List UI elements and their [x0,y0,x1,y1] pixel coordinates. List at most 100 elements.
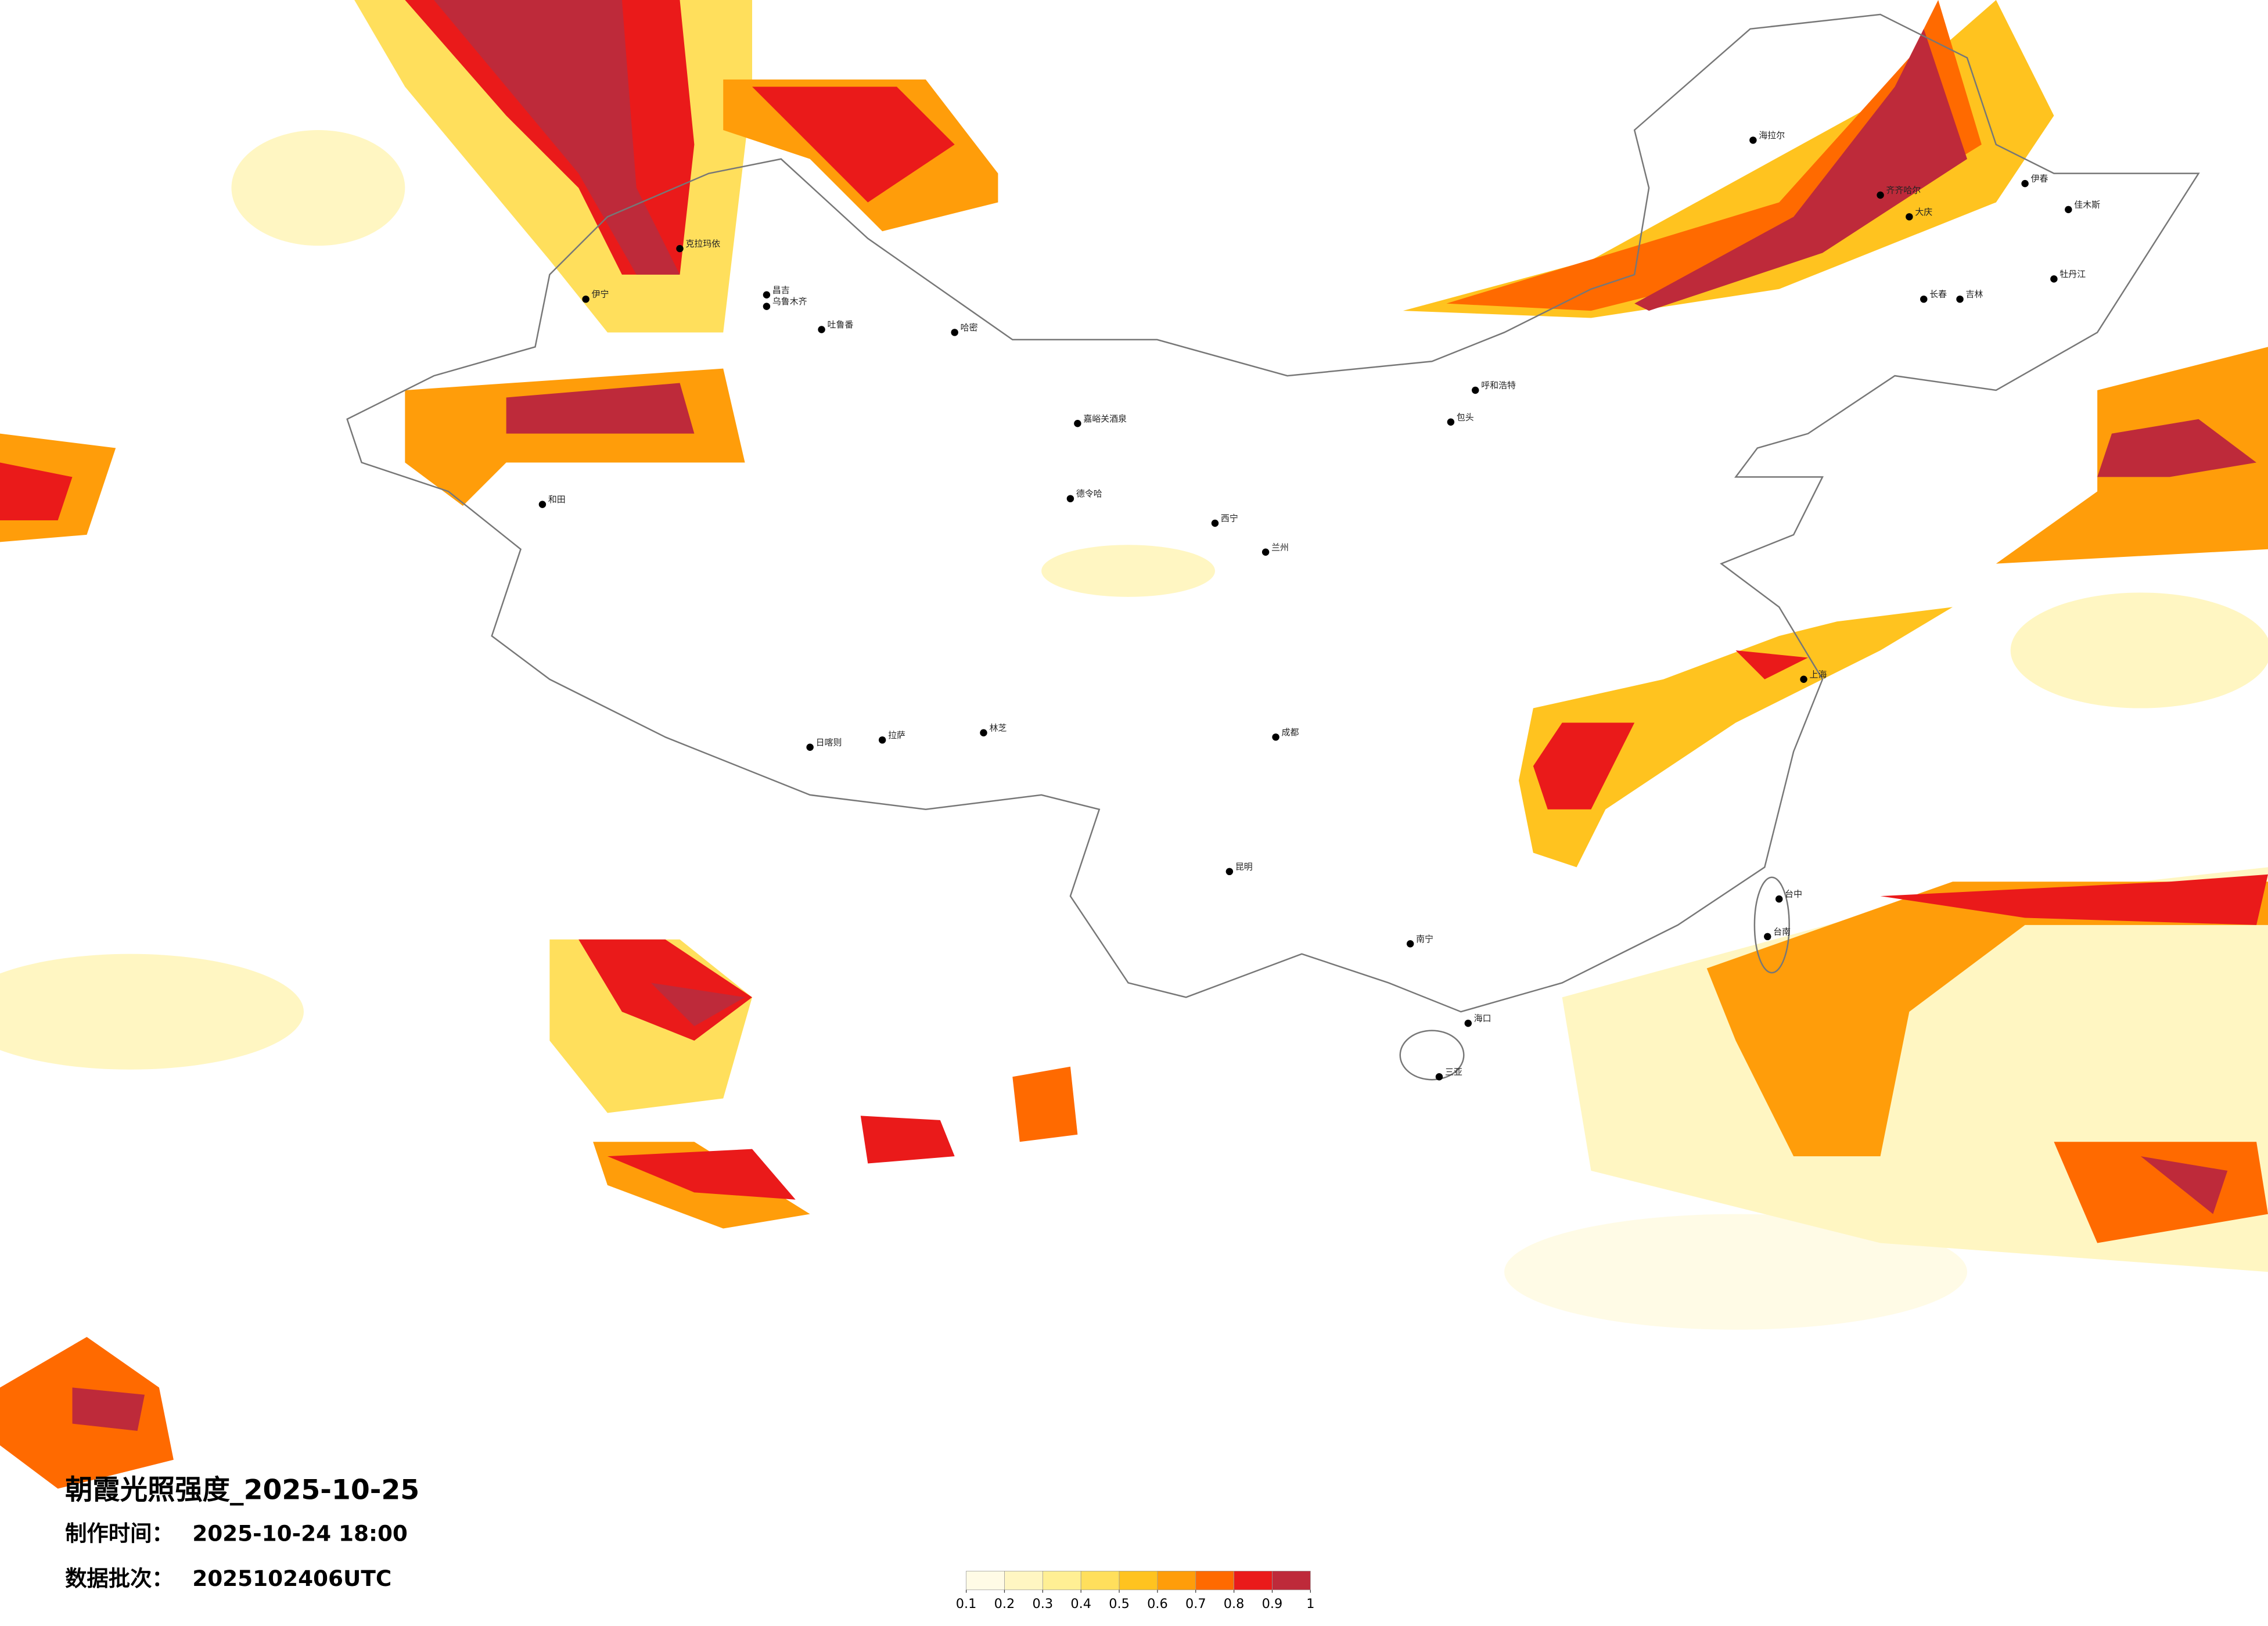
city-marker [1464,1019,1472,1027]
city-label: 长春 [1929,289,1947,300]
colorbar-cell [1119,1571,1158,1591]
city-label: 海拉尔 [1759,130,1785,141]
city-label: 嘉峪关酒泉 [1083,413,1127,424]
city-marker [1406,940,1414,948]
city-marker [582,295,590,303]
city-label: 三亚 [1445,1067,1462,1077]
colorbar-tick-label: 0.8 [1224,1596,1245,1611]
colorbar-tick-label: 0.4 [1070,1596,1091,1611]
city-label: 齐齐哈尔 [1886,185,1921,196]
city-marker [2065,206,2072,214]
intensity-area [650,983,745,1027]
city-label: 呼和浩特 [1481,380,1516,391]
city-label: 昌吉 [772,285,790,295]
city-label: 德令哈 [1076,488,1102,499]
city-marker [1211,519,1219,527]
intensity-area [72,1387,145,1431]
city-marker [2050,275,2058,283]
colorbar-cell [1234,1571,1273,1591]
city-marker [1800,675,1807,683]
city-label: 伊宁 [592,289,609,300]
city-label: 和田 [548,494,566,505]
country-outline [346,13,2200,1013]
intensity-area [860,1116,955,1164]
colorbar-tick-label: 0.3 [1033,1596,1054,1611]
colorbar-cell [1272,1571,1311,1591]
city-marker [1447,418,1455,426]
city-label: 大庆 [1915,207,1932,217]
city-label: 海口 [1474,1013,1491,1024]
intensity-area [2140,1156,2228,1214]
intensity-layers [0,0,2268,1489]
city-marker [1749,136,1757,144]
colorbar-tick-label: 1 [1306,1596,1314,1611]
city-marker [763,291,771,298]
intensity-area [506,383,695,434]
intensity-area [1706,882,2268,1157]
city-marker [676,244,684,253]
city-label: 昆明 [1235,861,1253,872]
city-label: 日喀则 [816,737,842,747]
intensity-area [434,0,680,275]
city-marker [1225,868,1234,876]
intensity-area [1012,1066,1078,1142]
intensity-area [0,954,304,1070]
city-label: 台南 [1773,926,1791,937]
city-marker [1472,386,1479,394]
intensity-area [1735,650,1809,679]
city-marker [1435,1073,1443,1081]
city-label: 兰州 [1271,542,1289,552]
colorbar-tick-label: 0.6 [1147,1596,1168,1611]
colorbar-tick-label: 0.2 [994,1596,1015,1611]
city-marker [1261,548,1270,556]
colorbar-cell [1080,1571,1120,1591]
city-label: 佳木斯 [2074,199,2100,210]
city-label: 牡丹江 [2059,269,2086,279]
city-label: 南宁 [1416,934,1433,944]
intensity-area [2010,592,2268,708]
city-marker [763,303,771,310]
city-label: 拉萨 [888,730,905,740]
city-label: 吐鲁番 [828,319,854,330]
city-label: 克拉玛依 [685,239,720,249]
intensity-area [2054,1142,2268,1243]
city-marker [878,736,886,744]
city-label: 乌鲁木齐 [772,296,807,307]
colorbar-cell [1195,1571,1234,1591]
intensity-area [1533,722,1635,810]
colorbar-tick-label: 0.1 [956,1596,977,1611]
colorbar-tick-label: 0.5 [1109,1596,1130,1611]
map-title: 朝霞光照强度_2025-10-25 [65,1474,419,1506]
city-marker [980,729,987,737]
intensity-area [231,130,405,246]
intensity-area [1880,874,2268,925]
city-label: 伊春 [2031,174,2048,184]
city-marker [818,326,825,333]
city-marker [1074,420,1081,427]
made-time-label: 制作时间： [65,1521,174,1546]
city-label: 包头 [1457,412,1474,422]
city-marker [1956,295,1964,303]
intensity-area [1634,28,1967,311]
city-marker [1272,733,1279,741]
colorbar-cell [966,1571,1005,1591]
intensity-area [405,368,745,506]
batch-label: 数据批次： [65,1566,174,1591]
city-marker [1877,191,1884,199]
city-label: 哈密 [961,322,978,333]
intensity-area [0,462,73,520]
city-marker [1066,495,1074,502]
intensity-area [752,87,955,203]
city-label: 台中 [1785,889,1802,900]
city-marker [806,743,814,751]
intensity-area [1041,545,1215,597]
intensity-area [607,1149,796,1200]
city-marker [1920,295,1928,303]
island-outline [1399,1030,1465,1081]
colorbar-tick-label: 0.7 [1185,1596,1206,1611]
city-label: 林芝 [989,722,1007,733]
batch: 2025102406UTC [192,1566,391,1591]
colorbar-tick-label: 0.9 [1262,1596,1283,1611]
city-marker [1906,213,1913,221]
